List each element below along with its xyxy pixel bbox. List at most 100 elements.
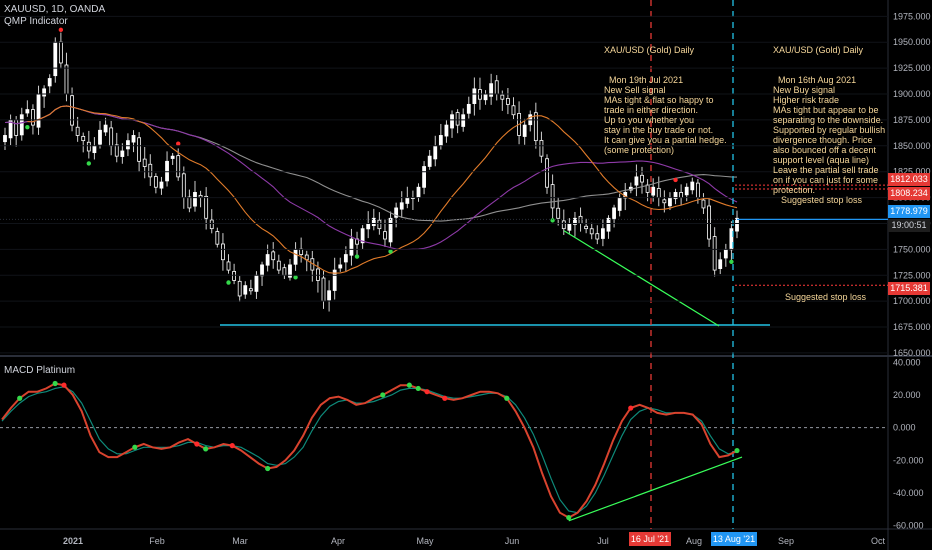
candle-up bbox=[422, 166, 426, 188]
candle-up bbox=[489, 83, 494, 97]
buy-signal-dot bbox=[388, 249, 393, 254]
candle-down bbox=[232, 271, 236, 281]
candle-up bbox=[405, 197, 410, 204]
macd-buy-dot bbox=[132, 444, 138, 450]
candle-up bbox=[25, 109, 30, 114]
candle-down bbox=[31, 109, 35, 126]
price-tick-label: 1750.000 bbox=[893, 244, 931, 254]
candle-up bbox=[360, 228, 365, 244]
candle-down bbox=[86, 141, 91, 152]
buy-signal-dot bbox=[354, 254, 360, 259]
candle-up bbox=[634, 176, 639, 186]
ma-mid-line bbox=[4, 105, 738, 251]
note-aug16: XAU/USD (Gold) Daily Mon 16th Aug 2021 N… bbox=[773, 25, 885, 195]
macd-buy-dot bbox=[566, 514, 572, 521]
candle-up bbox=[472, 88, 477, 104]
candle-down bbox=[707, 205, 711, 240]
time-tick-label: Jun bbox=[505, 536, 520, 546]
candle-down bbox=[316, 268, 320, 281]
ma-fast-line bbox=[27, 105, 738, 274]
candle-up bbox=[433, 145, 438, 160]
candle-down bbox=[679, 192, 684, 198]
candle-up bbox=[600, 228, 605, 239]
buy-signal-dot bbox=[550, 218, 555, 223]
stop-label-upper: Suggested stop loss bbox=[781, 195, 863, 205]
candle-down bbox=[511, 105, 516, 116]
candle-down bbox=[215, 231, 220, 245]
candle-down bbox=[550, 184, 555, 209]
candle-up bbox=[438, 135, 443, 146]
date-tag-aug13: 13 Aug '21 bbox=[711, 532, 757, 546]
candle-up bbox=[416, 186, 421, 198]
price-tick-label: 1900.000 bbox=[893, 89, 931, 99]
candle-up bbox=[718, 259, 723, 269]
price-tick-label: 1650.000 bbox=[893, 348, 931, 358]
time-tick-label: May bbox=[416, 536, 434, 546]
candle-down bbox=[148, 163, 153, 178]
macd-tick-label: 20.000 bbox=[893, 390, 921, 400]
candle-down bbox=[589, 228, 594, 235]
candle-up bbox=[327, 290, 331, 301]
candle-up bbox=[567, 223, 572, 231]
buy-signal-dot bbox=[729, 259, 734, 264]
candle-up bbox=[673, 192, 678, 200]
price-tag-1715: 1715.381 bbox=[888, 282, 930, 295]
candle-up bbox=[612, 207, 616, 219]
sell-signal-dot bbox=[673, 177, 678, 183]
candle-down bbox=[70, 95, 74, 126]
candle-down bbox=[500, 94, 505, 100]
candle-down bbox=[276, 260, 281, 271]
candle-up bbox=[3, 135, 7, 143]
macd-sell-dot bbox=[424, 389, 430, 395]
candle-up bbox=[343, 254, 348, 263]
candle-up bbox=[366, 223, 371, 230]
candle-down bbox=[114, 144, 119, 157]
candle-down bbox=[248, 288, 253, 292]
note-aug16-body: Mon 16th Aug 2021 New Buy signal Higher … bbox=[773, 75, 886, 195]
macd-buy-dot bbox=[380, 392, 386, 398]
candle-up bbox=[349, 238, 354, 256]
candle-up bbox=[723, 248, 728, 259]
candle-up bbox=[444, 124, 449, 137]
time-tick-label: Jul bbox=[597, 536, 609, 546]
time-tick-label: Aug bbox=[686, 536, 702, 546]
date-tag-jul16: 16 Jul '21 bbox=[629, 532, 671, 546]
candle-up bbox=[690, 181, 695, 191]
candle-down bbox=[282, 267, 287, 276]
candle-down bbox=[226, 261, 231, 271]
candle-down bbox=[237, 280, 242, 297]
candle-down bbox=[506, 98, 510, 105]
candle-down bbox=[142, 158, 147, 167]
macd-line bbox=[1, 382, 738, 519]
candle-up bbox=[254, 274, 259, 292]
candle-down bbox=[494, 80, 499, 95]
candle-down bbox=[377, 219, 382, 230]
candle-down bbox=[81, 135, 86, 142]
candle-down bbox=[14, 119, 19, 136]
candle-down bbox=[640, 174, 644, 183]
price-tag-1812: 1812.033 bbox=[888, 173, 930, 186]
candle-down bbox=[383, 231, 387, 240]
candle-up bbox=[399, 202, 404, 210]
macd-sell-dot bbox=[229, 443, 235, 449]
note-jul19-body: Mon 19th Jul 2021 New Sell signal MAs ti… bbox=[604, 75, 727, 155]
symbol-title: XAUUSD, 1D, OANDA bbox=[4, 4, 106, 15]
candle-up bbox=[159, 181, 164, 189]
candle-down bbox=[75, 126, 80, 136]
candle-up bbox=[120, 150, 125, 157]
candle-up bbox=[19, 114, 24, 136]
price-divergence-line bbox=[563, 230, 720, 327]
macd-sell-dot bbox=[194, 441, 200, 447]
candle-down bbox=[701, 199, 706, 209]
candle-up bbox=[92, 145, 97, 154]
price-tick-label: 1950.000 bbox=[893, 37, 931, 47]
candle-down bbox=[176, 155, 181, 178]
candle-up bbox=[466, 103, 471, 114]
macd-title: MACD Platinum bbox=[4, 365, 76, 376]
candle-down bbox=[299, 248, 304, 255]
candle-up bbox=[651, 186, 656, 196]
macd-buy-dot bbox=[52, 380, 58, 387]
macd-buy-dot bbox=[734, 447, 740, 454]
candle-up bbox=[103, 124, 108, 133]
